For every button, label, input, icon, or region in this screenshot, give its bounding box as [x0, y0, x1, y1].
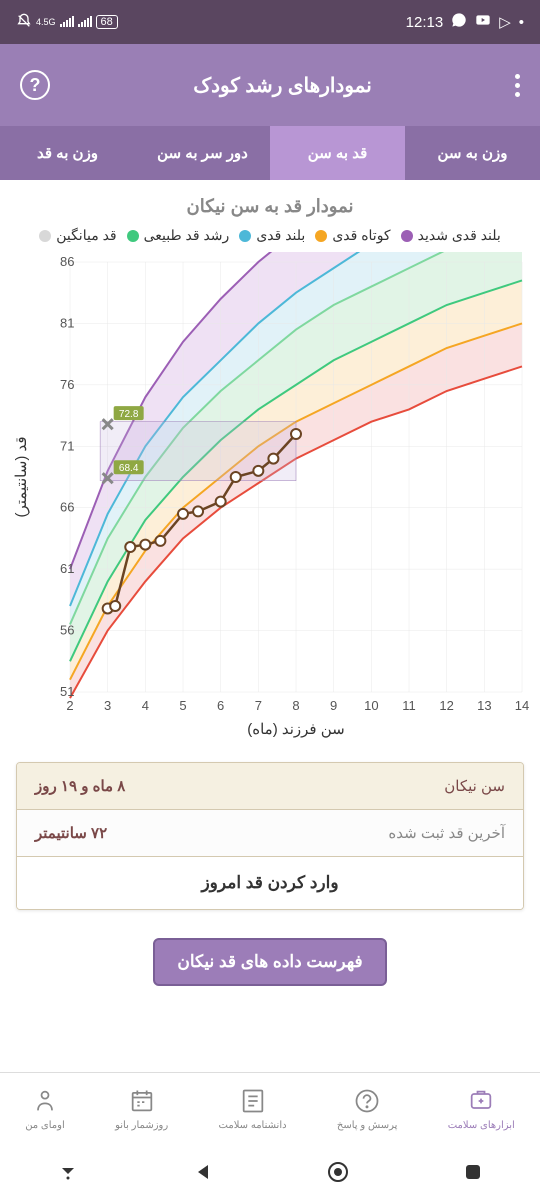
svg-text:6: 6: [217, 698, 224, 713]
chart-title: نمودار قد به سن نیکان: [8, 196, 532, 217]
data-list-button[interactable]: فهرست داده های قد نیکان: [153, 938, 386, 986]
legend-item-0: بلند قدی شدید: [401, 227, 501, 244]
svg-text:2: 2: [66, 698, 73, 713]
network-label: 4.5G: [36, 17, 56, 27]
legend-item-1: کوتاه قدی: [315, 227, 390, 244]
mute-icon: [16, 13, 32, 32]
svg-text:12: 12: [439, 698, 453, 713]
nav-2[interactable]: دانشنامه سلامت: [219, 1086, 287, 1131]
status-bar: 12:13 ▷ • 4.5G 68: [0, 0, 540, 44]
svg-text:13: 13: [477, 698, 491, 713]
svg-text:61: 61: [60, 561, 74, 576]
svg-text:5: 5: [179, 698, 186, 713]
youtube-icon: [475, 12, 491, 32]
nav-1[interactable]: پرسش و پاسخ: [337, 1086, 397, 1131]
help-icon[interactable]: ?: [20, 70, 50, 100]
chart-section: نمودار قد به سن نیکان بلند قدی شدید کوتاه…: [0, 180, 540, 750]
svg-text:3: 3: [104, 698, 111, 713]
svg-text:قد (سانتیمتر): قد (سانتیمتر): [13, 436, 30, 517]
height-row: آخرین قد ثبت شده ۷۲ سانتیمتر: [17, 809, 523, 856]
svg-text:7: 7: [255, 698, 262, 713]
dot-icon: •: [519, 14, 524, 31]
bottom-nav: ابزارهای سلامت پرسش و پاسخ دانشنامه سلامت ر…: [0, 1072, 540, 1144]
nav-3[interactable]: روزشمار بانو: [115, 1086, 168, 1131]
svg-text:72.8: 72.8: [119, 409, 139, 420]
enter-height-button[interactable]: وارد کردن قد امروز: [17, 856, 523, 909]
svg-text:66: 66: [60, 500, 74, 515]
height-label: آخرین قد ثبت شده: [388, 824, 505, 842]
signal-icon: [60, 15, 74, 30]
app-header: نمودارهای رشد کودک ?: [0, 44, 540, 126]
age-row: سن نیکان ۸ ماه و ۱۹ روز: [17, 763, 523, 809]
height-value: ۷۲ سانتیمتر: [35, 824, 107, 842]
svg-text:14: 14: [515, 698, 529, 713]
chart-legend: بلند قدی شدید کوتاه قدی بلند قدی رشد قد طبی…: [8, 227, 532, 244]
sys-back[interactable]: [188, 1157, 218, 1187]
page-title: نمودارهای رشد کودک: [193, 73, 372, 98]
svg-text:51: 51: [60, 684, 74, 699]
svg-text:81: 81: [60, 315, 74, 330]
menu-icon[interactable]: [515, 74, 520, 97]
svg-text:11: 11: [402, 698, 416, 713]
sys-home[interactable]: [323, 1157, 353, 1187]
age-value: ۸ ماه و ۱۹ روز: [35, 777, 125, 795]
svg-text:76: 76: [60, 377, 74, 392]
svg-text:56: 56: [60, 623, 74, 638]
age-label: سن نیکان: [444, 777, 505, 795]
tab-3[interactable]: وزن به قد: [0, 126, 135, 180]
signal-icon-2: [78, 15, 92, 30]
svg-text:86: 86: [60, 254, 74, 269]
svg-text:9: 9: [330, 698, 337, 713]
tab-1[interactable]: قد به سن: [270, 126, 405, 180]
nav-4[interactable]: اومای من: [25, 1086, 65, 1131]
info-box: سن نیکان ۸ ماه و ۱۹ روز آخرین قد ثبت شده…: [16, 762, 524, 910]
play-icon: ▷: [499, 13, 511, 31]
status-time: 12:13: [406, 14, 444, 31]
svg-text:8: 8: [292, 698, 299, 713]
sys-down[interactable]: [53, 1157, 83, 1187]
legend-item-4: قد میانگین: [39, 227, 116, 244]
svg-text:68.4: 68.4: [119, 463, 139, 474]
svg-text:سن فرزند (ماه): سن فرزند (ماه): [247, 721, 345, 738]
tabs: وزن به سنقد به سندور سر به سنوزن به قد: [0, 126, 540, 180]
growth-chart[interactable]: 72.868.423456789101112131451566166717681…: [8, 252, 532, 742]
battery-level: 68: [96, 15, 118, 29]
system-nav: [0, 1144, 540, 1200]
tab-2[interactable]: دور سر به سن: [135, 126, 270, 180]
svg-text:71: 71: [60, 438, 74, 453]
whatsapp-icon: [451, 12, 467, 32]
svg-text:10: 10: [364, 698, 378, 713]
nav-0[interactable]: ابزارهای سلامت: [448, 1086, 515, 1131]
legend-item-2: بلند قدی: [239, 227, 305, 244]
sys-recent[interactable]: [458, 1157, 488, 1187]
tab-0[interactable]: وزن به سن: [405, 126, 540, 180]
svg-text:4: 4: [142, 698, 149, 713]
legend-item-3: رشد قد طبیعی: [127, 227, 230, 244]
